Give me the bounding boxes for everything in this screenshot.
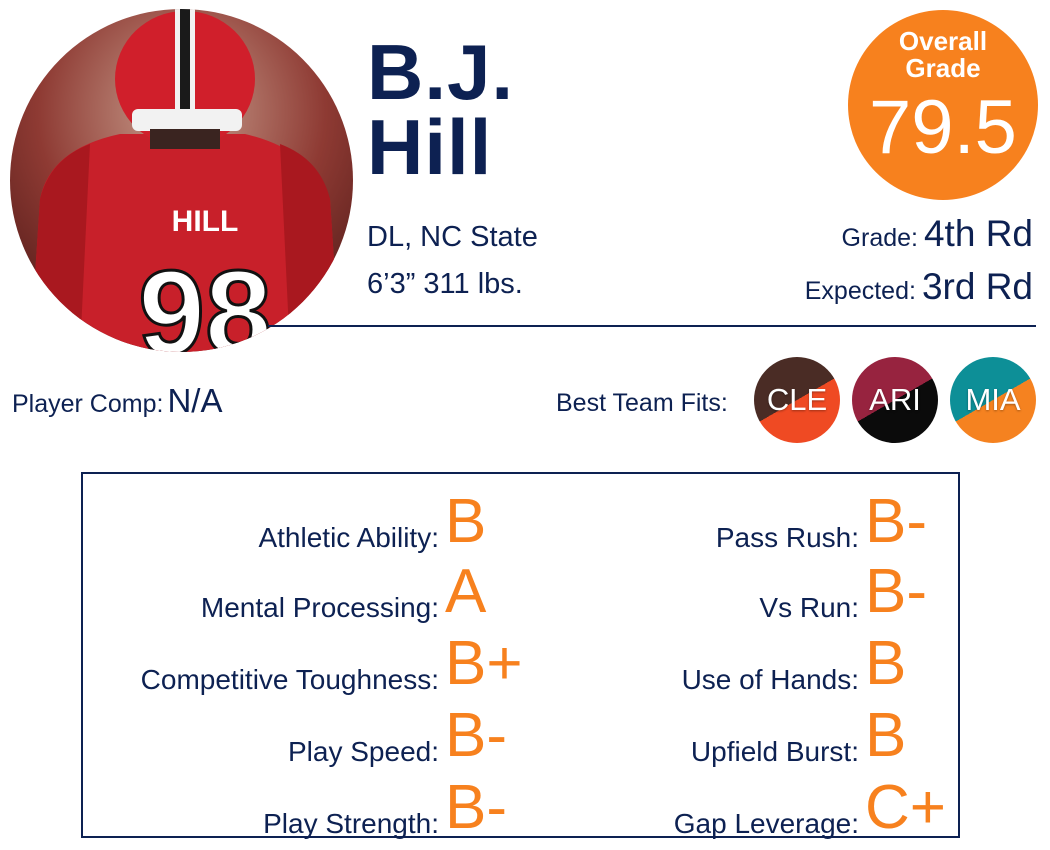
overall-grade-label-line2: Grade	[905, 53, 981, 83]
height-weight: 6’3” 311 lbs.	[367, 268, 523, 300]
player-comp: Player Comp: N/A	[12, 382, 222, 420]
jersey-number: 98	[138, 246, 271, 352]
trait-row: Gap Leverage: C+	[503, 772, 946, 842]
trait-row: Vs Run: B-	[503, 556, 927, 626]
draft-grade-row: Grade: 4th Rd	[842, 213, 1033, 255]
trait-row: Mental Processing: A	[83, 556, 486, 626]
player-photo: HILL 98	[10, 9, 353, 352]
trait-grade: B-	[445, 773, 507, 842]
trait-label: Vs Run:	[759, 592, 859, 623]
player-comp-label: Player Comp:	[12, 390, 164, 418]
position-school: DL, NC State	[367, 221, 538, 253]
trait-label: Athletic Ability:	[258, 522, 439, 553]
team-fit-badge-cle: CLE	[754, 357, 840, 443]
trait-label: Play Speed:	[288, 736, 439, 767]
trait-grade: B	[445, 487, 487, 556]
trait-label: Upfield Burst:	[690, 736, 859, 767]
jersey-name: HILL	[172, 205, 239, 238]
trait-label: Mental Processing:	[200, 592, 439, 623]
trait-row: Play Speed: B-	[83, 700, 507, 770]
team-fits-label: Best Team Fits:	[556, 389, 728, 417]
trait-row: Athletic Ability: B	[83, 486, 486, 556]
player-first-name: B.J.	[367, 28, 515, 116]
draft-grade-label: Grade:	[841, 224, 918, 252]
trait-row: Pass Rush: B-	[503, 486, 927, 556]
player-comp-value: N/A	[167, 382, 223, 419]
trait-grade: B-	[865, 487, 927, 556]
trait-grade: B	[865, 629, 907, 698]
trait-label: Gap Leverage:	[673, 808, 859, 839]
overall-grade-label: Overall Grade	[848, 28, 1038, 82]
overall-grade-badge: Overall Grade 79.5	[848, 10, 1038, 200]
trait-grade: A	[445, 557, 487, 626]
expected-round-label: Expected:	[804, 277, 916, 305]
trait-grade: C+	[865, 773, 946, 842]
trait-label: Pass Rush:	[715, 522, 859, 553]
trait-grade: B+	[445, 629, 523, 698]
expected-round-row: Expected: 3rd Rd	[805, 266, 1033, 308]
team-fit-abbr: MIA	[965, 382, 1021, 417]
overall-grade-label-line1: Overall	[898, 26, 988, 56]
trait-row: Play Strength: B-	[83, 772, 507, 842]
trait-grade: B	[865, 701, 907, 770]
draft-grade-value: 4th Rd	[923, 213, 1033, 254]
trait-label: Competitive Toughness:	[140, 664, 439, 695]
trait-row: Use of Hands: B	[503, 628, 907, 698]
team-fit-badge-ari: ARI	[852, 357, 938, 443]
trait-label: Play Strength:	[263, 808, 439, 839]
team-fit-badge-mia: MIA	[950, 357, 1036, 443]
trait-grade: B-	[865, 557, 927, 626]
team-fit-abbr: CLE	[766, 382, 828, 417]
player-last-name: Hill	[367, 103, 493, 191]
team-fit-abbr: ARI	[869, 382, 921, 417]
trait-row: Competitive Toughness: B+	[83, 628, 523, 698]
trait-row: Upfield Burst: B	[503, 700, 906, 770]
traits-panel: Athletic Ability: B Mental Processing: A…	[81, 472, 960, 839]
trait-grade: B-	[445, 701, 507, 770]
trait-label: Use of Hands:	[681, 664, 859, 695]
overall-grade-value: 79.5	[869, 85, 1017, 170]
expected-round-value: 3rd Rd	[921, 266, 1033, 307]
header-divider	[268, 325, 1036, 327]
